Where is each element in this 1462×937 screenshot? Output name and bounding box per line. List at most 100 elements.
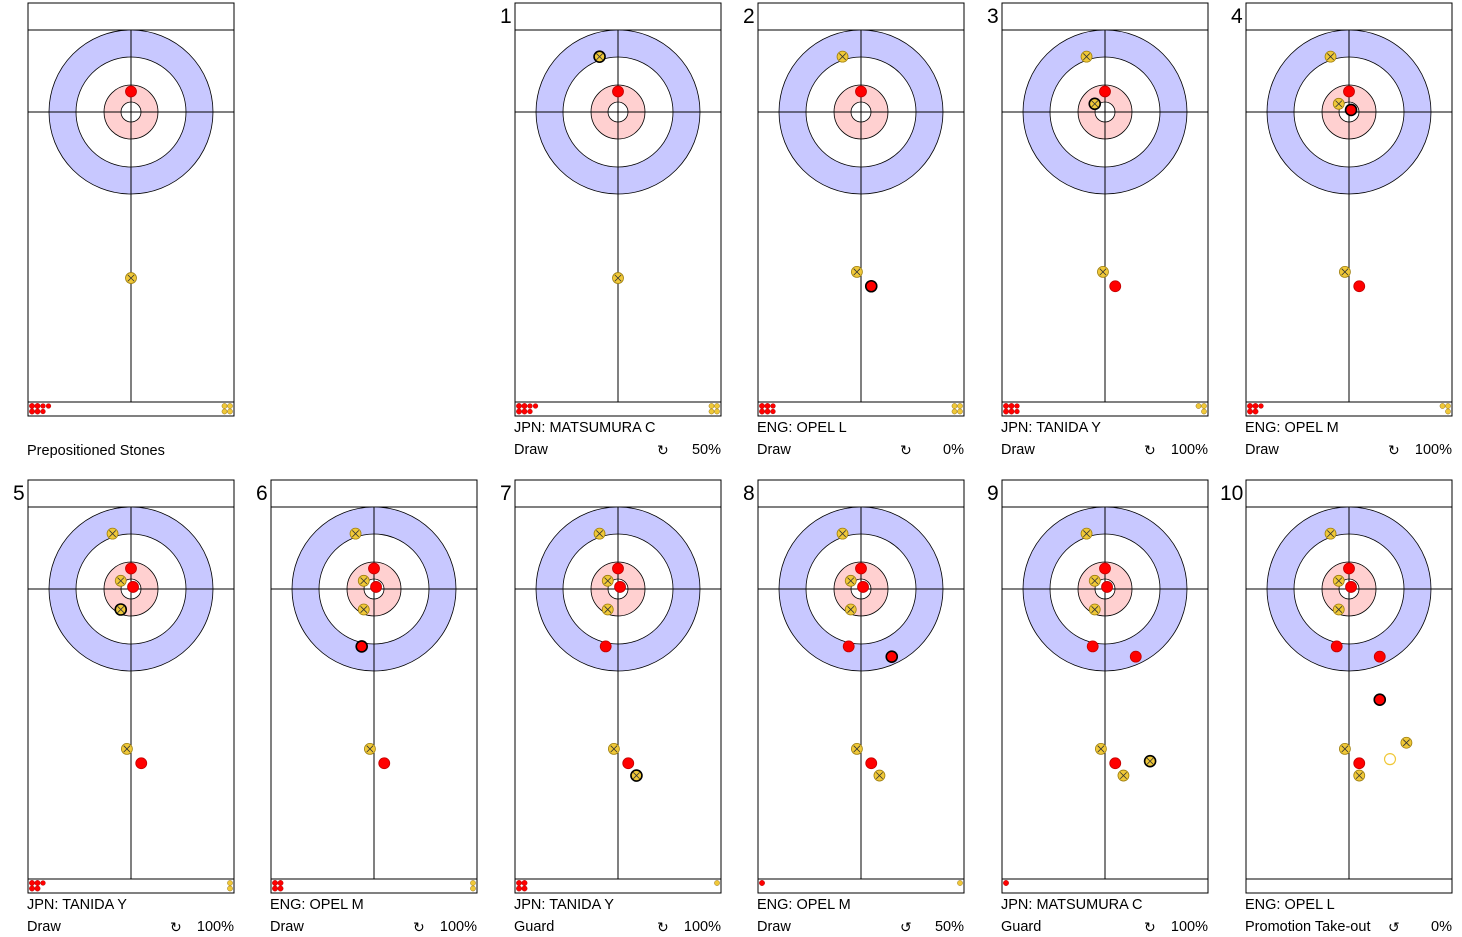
yellow-stone: [593, 527, 606, 540]
yellow-stone: [836, 50, 849, 63]
remaining-red-stone: [40, 880, 46, 886]
yellow-stone: [1339, 742, 1351, 755]
sheet-diagram: [757, 479, 965, 894]
remaining-red-stone: [759, 403, 765, 409]
shot-panel-3: [1001, 2, 1209, 417]
yellow-stone: [1332, 603, 1345, 616]
red-stone: [1129, 650, 1142, 663]
yellow-stone: [1324, 50, 1337, 63]
red-stone: [1373, 693, 1387, 706]
remaining-red-stone: [29, 880, 35, 886]
sheet-diagram: [757, 2, 965, 417]
yellow-stone: [844, 603, 857, 616]
red-stone: [865, 757, 878, 770]
shot-percent: 100%: [1170, 919, 1208, 935]
remaining-red-stone: [277, 880, 284, 886]
sheet-diagram: [270, 479, 478, 894]
red-stone: [127, 581, 139, 593]
player-name: ENG: OPEL L: [757, 420, 847, 436]
remaining-yellow-stone: [470, 880, 476, 886]
red-stone: [599, 640, 612, 653]
remaining-yellow-stone: [227, 885, 233, 892]
shot-number: 8: [743, 482, 755, 505]
sheet-diagram: [1245, 2, 1453, 417]
yellow-stone: [1080, 50, 1093, 63]
yellow-stone: [357, 603, 370, 616]
remaining-yellow-stone: [221, 403, 228, 409]
player-name: JPN: MATSUMURA C: [514, 420, 656, 436]
remaining-red-stone: [1003, 408, 1009, 415]
shot-percent: 0%: [1431, 919, 1452, 935]
yellow-stone: [1353, 769, 1366, 782]
yellow-stone: [608, 742, 620, 755]
yellow-stone: [612, 272, 624, 284]
rotation-icon: ↻: [900, 442, 912, 458]
red-stone: [1101, 581, 1113, 593]
remaining-yellow-stone: [714, 408, 720, 415]
remaining-red-stone: [40, 403, 46, 409]
remaining-red-stone: [34, 408, 41, 415]
remaining-red-stone: [45, 403, 52, 409]
red-stone: [1344, 103, 1358, 117]
shot-panel-5: [27, 479, 235, 894]
shot-number: 5: [13, 482, 25, 505]
remaining-red-stone: [1014, 408, 1020, 415]
yellow-stone: [121, 742, 133, 755]
red-stone: [125, 562, 137, 575]
shot-percent: 100%: [1170, 442, 1208, 458]
player-name: JPN: TANIDA Y: [27, 897, 127, 913]
remaining-red-stone: [532, 403, 539, 409]
remaining-red-stone: [1014, 403, 1020, 409]
shot-percent: 100%: [683, 919, 721, 935]
shot-panel-10: [1245, 479, 1453, 894]
remaining-yellow-stone: [957, 408, 963, 415]
shot-type: Draw: [27, 919, 61, 935]
red-stone: [612, 562, 624, 575]
shot-type: Draw: [270, 919, 304, 935]
yellow-stone: [357, 574, 370, 587]
red-stone: [1109, 280, 1122, 293]
remaining-yellow-stone: [1201, 403, 1207, 409]
remaining-red-stone: [277, 885, 284, 892]
shot-type: Draw: [757, 919, 791, 935]
shot-number: 7: [500, 482, 512, 505]
shot-number: 9: [987, 482, 999, 505]
remaining-yellow-stone: [470, 885, 476, 892]
rotation-icon: ↺: [900, 919, 912, 935]
sheet-diagram: [1001, 479, 1209, 894]
red-stone: [125, 85, 137, 98]
red-stone: [1343, 562, 1355, 575]
remaining-red-stone: [1003, 880, 1009, 886]
red-stone: [1330, 640, 1343, 653]
red-stone: [885, 650, 899, 663]
remaining-red-stone: [770, 408, 776, 415]
red-stone: [1353, 280, 1366, 293]
remaining-yellow-stone: [227, 880, 233, 886]
sheet-diagram: [514, 2, 722, 417]
rotation-icon: ↻: [1388, 442, 1400, 458]
remaining-red-stone: [521, 880, 528, 886]
remaining-red-stone: [764, 408, 771, 415]
rotation-icon: ↻: [657, 919, 669, 935]
sheet-diagram: [27, 2, 235, 417]
remaining-red-stone: [29, 408, 35, 415]
shot-panel-9: [1001, 479, 1209, 894]
yellow-stone: [630, 769, 643, 782]
remaining-red-stone: [516, 403, 522, 409]
rotation-icon: ↺: [1388, 919, 1400, 935]
player-name: ENG: OPEL L: [1245, 897, 1335, 913]
shot-type: Draw: [1245, 442, 1279, 458]
red-stone: [622, 757, 635, 770]
shot-type: Draw: [514, 442, 548, 458]
remaining-red-stone: [759, 408, 765, 415]
shot-panel-6: [270, 479, 478, 894]
red-stone: [614, 581, 626, 593]
player-name: JPN: TANIDA Y: [514, 897, 614, 913]
remaining-red-stone: [272, 885, 278, 892]
yellow-stone: [851, 265, 863, 278]
shot-percent: 100%: [196, 919, 234, 935]
rotation-icon: ↻: [170, 919, 182, 935]
rotation-icon: ↻: [1144, 442, 1156, 458]
yellow-stone: [1332, 574, 1345, 587]
yellow-stone: [1088, 97, 1102, 111]
